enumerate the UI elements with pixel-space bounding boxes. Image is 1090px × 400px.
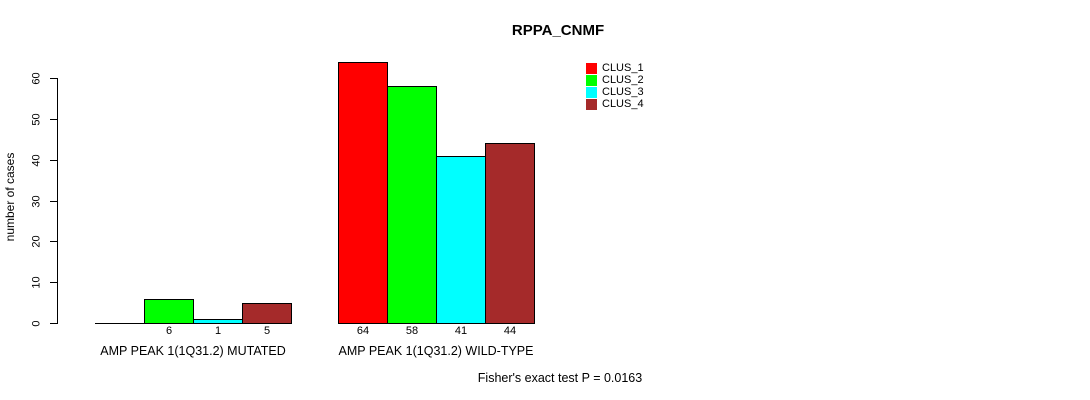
y-tick-mark	[50, 160, 57, 161]
bar-clus_2	[144, 299, 194, 324]
y-tick-label: 60	[30, 72, 43, 85]
legend-label: CLUS_3	[602, 86, 644, 98]
bar-clus_2	[387, 86, 437, 324]
legend: CLUS_1 CLUS_2 CLUS_3 CLUS_4	[586, 62, 644, 110]
bar-clus_1-zero	[95, 323, 145, 324]
fisher-test-footnote: Fisher's exact test P = 0.0163	[477, 371, 643, 385]
bar-clus_4	[485, 143, 535, 324]
bar-count-label: 5	[263, 325, 271, 337]
y-tick-label: 30	[30, 195, 43, 208]
y-tick-label: 10	[30, 276, 43, 289]
legend-label: CLUS_1	[602, 62, 644, 74]
y-tick-label: 20	[30, 235, 43, 248]
bar-count-label: 58	[405, 325, 419, 337]
bar-clus_3	[193, 319, 243, 324]
legend-row-clus_1: CLUS_1	[586, 62, 644, 74]
y-axis-line	[57, 78, 58, 324]
y-tick-mark	[50, 323, 57, 324]
legend-swatch-icon	[586, 86, 597, 98]
y-tick-label: 50	[30, 113, 43, 126]
legend-swatch-icon	[586, 98, 597, 110]
y-tick-mark	[50, 201, 57, 202]
bar-clus_4	[242, 303, 292, 324]
y-tick-mark	[50, 241, 57, 242]
bar-count-label: 44	[503, 325, 517, 337]
bar-count-label: 41	[454, 325, 468, 337]
legend-swatch-icon	[586, 74, 597, 86]
y-axis-label: number of cases	[3, 152, 17, 242]
legend-row-clus_2: CLUS_2	[586, 74, 644, 86]
y-tick-mark	[50, 78, 57, 79]
y-tick-label: 0	[30, 320, 43, 327]
chart-title: RPPA_CNMF	[511, 22, 605, 39]
bar-count-label: 6	[165, 325, 173, 337]
y-tick-mark	[50, 282, 57, 283]
bar-count-label: 64	[356, 325, 370, 337]
legend-label: CLUS_2	[602, 74, 644, 86]
bar-count-label: 1	[214, 325, 222, 337]
bar-clus_1	[338, 62, 388, 324]
x-group-label: AMP PEAK 1(1Q31.2) MUTATED	[100, 344, 286, 358]
bar-clus_3	[436, 156, 486, 324]
legend-row-clus_3: CLUS_3	[586, 86, 644, 98]
legend-row-clus_4: CLUS_4	[586, 98, 644, 110]
y-tick-mark	[50, 119, 57, 120]
y-tick-label: 40	[30, 154, 43, 167]
legend-label: CLUS_4	[602, 98, 644, 110]
legend-swatch-icon	[586, 62, 597, 74]
x-group-label: AMP PEAK 1(1Q31.2) WILD-TYPE	[338, 344, 534, 358]
